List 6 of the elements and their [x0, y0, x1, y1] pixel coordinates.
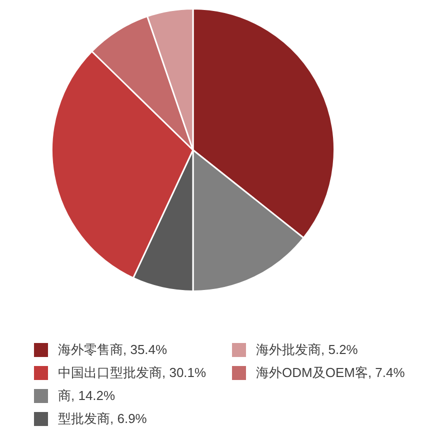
legend-label: 海外零售商, 35.4% [58, 340, 168, 358]
legend-label: 型批发商, 6.9% [58, 410, 147, 428]
legend-label: 商, 14.2% [58, 386, 116, 404]
legend-label: 中国出口型批发商, 30.1% [58, 364, 206, 382]
legend-label: 海外ODM及OEM客, 7.4% [256, 364, 405, 382]
legend-label: 海外批发商, 5.2% [256, 340, 358, 358]
